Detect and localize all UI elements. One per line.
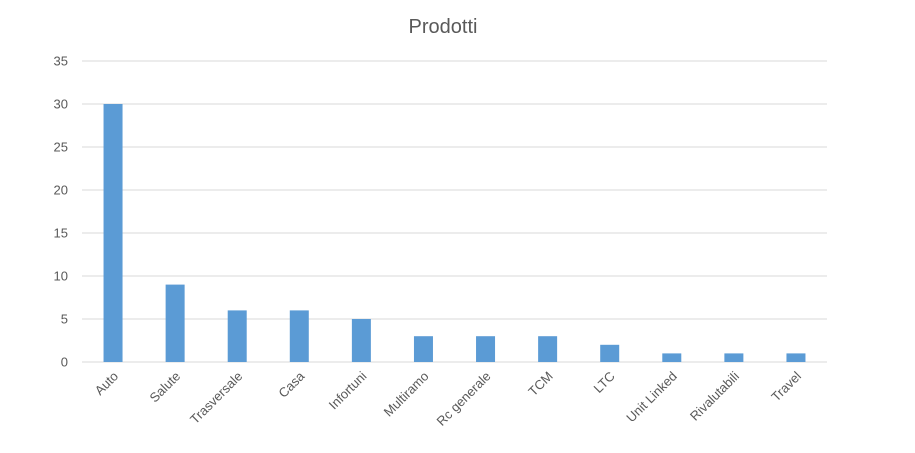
x-tick-label: Infortuni: [326, 368, 370, 412]
y-tick-label: 30: [54, 97, 68, 112]
bar-rivalutabili: [724, 353, 744, 362]
bar-multiramo: [413, 336, 433, 362]
x-tick-label: Trasversale: [187, 369, 245, 427]
bar-travel: [786, 353, 806, 362]
bar-trasversale: [227, 310, 247, 362]
bar-ltc: [600, 344, 620, 362]
bar-rc-generale: [476, 336, 496, 362]
x-tick-label: Unit Linked: [623, 369, 680, 426]
bars: [103, 104, 806, 362]
grid-lines: [82, 60, 827, 363]
y-axis-ticks: 0 5 10 15 20 25 30 35: [54, 54, 68, 370]
chart-title: Prodotti: [409, 16, 478, 38]
x-tick-label: Auto: [92, 369, 122, 399]
bar-casa: [289, 310, 309, 362]
x-tick-label: Casa: [275, 368, 308, 401]
x-tick-label: Multiramo: [381, 369, 432, 420]
x-tick-label: TCM: [525, 369, 556, 400]
x-tick-label: Rc generale: [433, 369, 493, 429]
x-tick-label: Rivalutabili: [687, 368, 742, 423]
y-tick-label: 10: [54, 269, 68, 284]
x-tick-label: Travel: [768, 368, 804, 404]
bar-unit-linked: [662, 353, 682, 362]
x-axis-ticks: Auto Salute Trasversale Casa Infortuni Multir…: [92, 368, 805, 429]
y-tick-label: 0: [61, 355, 68, 370]
y-tick-label: 25: [54, 140, 68, 155]
bar-salute: [165, 284, 185, 362]
x-tick-label: Salute: [147, 369, 184, 406]
x-tick-label: LTC: [591, 369, 618, 396]
y-tick-label: 5: [61, 312, 68, 327]
bar-auto: [103, 104, 123, 362]
y-tick-label: 15: [54, 226, 68, 241]
bar-infortuni: [351, 319, 371, 362]
y-tick-label: 35: [54, 54, 68, 69]
bar-tcm: [538, 336, 558, 362]
y-tick-label: 20: [54, 183, 68, 198]
